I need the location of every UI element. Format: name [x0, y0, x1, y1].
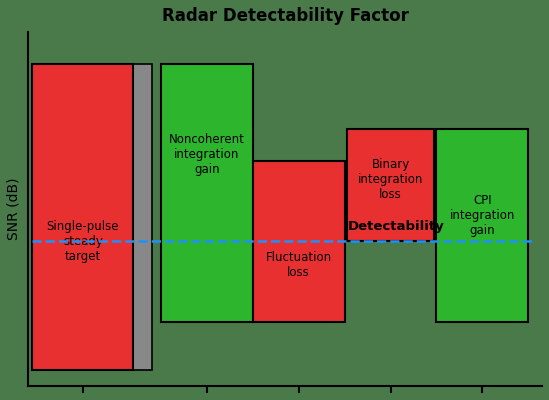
Bar: [32, 64, 133, 370]
Bar: [436, 129, 528, 322]
Text: Binary
integration
loss: Binary integration loss: [358, 158, 423, 201]
Text: Detectability: Detectability: [348, 220, 444, 233]
Bar: [161, 64, 253, 322]
Text: Fluctuation
loss: Fluctuation loss: [266, 252, 332, 280]
Y-axis label: SNR (dB): SNR (dB): [7, 178, 21, 240]
Bar: [347, 129, 434, 241]
Text: CPI
integration
gain: CPI integration gain: [450, 194, 515, 237]
Text: Single-pulse
steady
target: Single-pulse steady target: [47, 220, 119, 263]
Bar: [253, 161, 345, 322]
Text: Noncoherent
integration
gain: Noncoherent integration gain: [169, 133, 245, 176]
Bar: [129, 64, 152, 370]
Title: Radar Detectability Factor: Radar Detectability Factor: [161, 7, 408, 25]
